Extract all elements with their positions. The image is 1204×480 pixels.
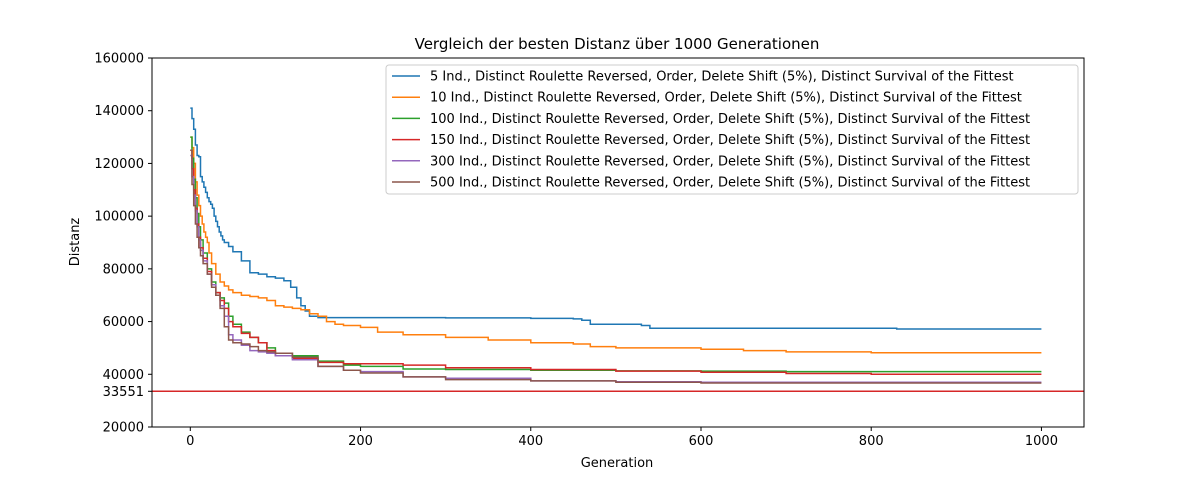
legend-label: 100 Ind., Distinct Roulette Reversed, Or… (430, 112, 1030, 127)
x-axis-ticks: 0 200 400 600 800 1000 (186, 427, 1058, 449)
y-axis-title: Distanz (68, 218, 83, 267)
chart-title: Vergleich der besten Distanz über 1000 G… (415, 35, 820, 53)
legend-label: 500 Ind., Distinct Roulette Reversed, Or… (430, 176, 1030, 191)
x-tick-label: 600 (689, 434, 714, 449)
y-tick-label: 33551 (103, 385, 144, 400)
plot-lines (190, 107, 1042, 384)
legend-label: 150 Ind., Distinct Roulette Reversed, Or… (430, 133, 1030, 148)
x-tick-label: 800 (859, 434, 884, 449)
y-tick-label: 100000 (94, 210, 144, 225)
y-tick-label: 20000 (103, 421, 144, 436)
series-line-0 (190, 107, 1042, 330)
series-line-5 (190, 149, 1042, 384)
x-tick-label: 0 (186, 434, 194, 449)
y-tick-label: 60000 (103, 315, 144, 330)
legend-label: 5 Ind., Distinct Roulette Reversed, Orde… (430, 70, 1014, 85)
legend-box (385, 64, 1079, 195)
y-tick-label: 140000 (94, 104, 144, 119)
y-tick-label: 80000 (103, 262, 144, 277)
x-tick-label: 400 (518, 434, 543, 449)
y-tick-label: 120000 (94, 157, 144, 172)
legend-label: 300 Ind., Distinct Roulette Reversed, Or… (430, 154, 1030, 169)
plot-frame (151, 57, 1085, 428)
x-axis-title: Generation (581, 456, 654, 471)
legend: 5 Ind., Distinct Roulette Reversed, Orde… (385, 64, 1079, 195)
y-tick-label: 40000 (103, 368, 144, 383)
y-axis-ticks: 20000 33551 40000 60000 80000 100000 120000 140… (94, 52, 152, 436)
x-tick-label: 1000 (1025, 434, 1058, 449)
legend-label: 10 Ind., Distinct Roulette Reversed, Ord… (430, 91, 1022, 106)
x-tick-label: 200 (348, 434, 373, 449)
series-line-1 (190, 136, 1042, 354)
y-tick-label: 160000 (94, 52, 144, 67)
